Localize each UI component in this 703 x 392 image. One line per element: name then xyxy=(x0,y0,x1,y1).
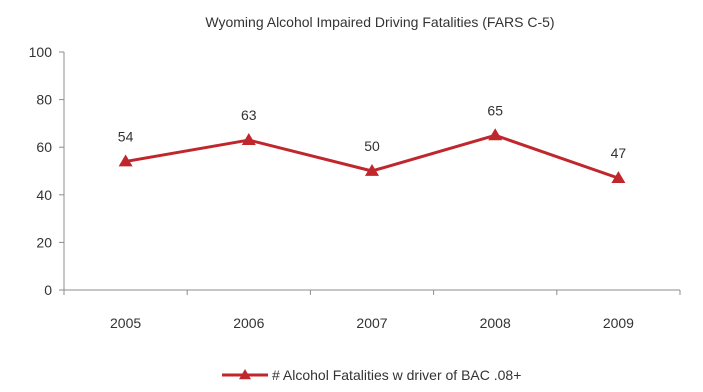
y-tick-label: 20 xyxy=(36,234,52,250)
legend-marker-swatch xyxy=(239,369,251,380)
x-tick-label: 2008 xyxy=(480,315,511,331)
legend: # Alcohol Fatalities w driver of BAC .08… xyxy=(222,367,521,383)
data-label: 63 xyxy=(241,107,257,123)
data-label: 54 xyxy=(118,128,134,144)
y-tick-label: 60 xyxy=(36,139,52,155)
chart-title: Wyoming Alcohol Impaired Driving Fatalit… xyxy=(205,14,554,30)
y-tick-label: 40 xyxy=(36,187,52,203)
series-layer: 54 63 50 65 47 xyxy=(118,102,627,184)
data-point-marker xyxy=(611,171,626,184)
x-tick-label: 2009 xyxy=(603,315,634,331)
legend-label: # Alcohol Fatalities w driver of BAC .08… xyxy=(272,367,521,383)
x-tick-label: 2006 xyxy=(233,315,264,331)
data-label: 65 xyxy=(487,102,503,118)
x-tick-label: 2007 xyxy=(356,315,387,331)
data-point-marker xyxy=(118,154,133,167)
data-point-marker xyxy=(488,128,503,141)
y-tick-label: 0 xyxy=(44,282,52,298)
x-tick-label: 2005 xyxy=(110,315,141,331)
y-tick-label: 100 xyxy=(29,44,53,60)
data-point-marker xyxy=(365,164,379,176)
axes: 0 20 40 60 80 100 2005 2006 2007 2008 2009 xyxy=(29,44,681,331)
data-point-marker xyxy=(241,133,256,145)
data-label: 47 xyxy=(611,145,627,161)
data-label: 50 xyxy=(364,138,380,154)
y-tick-label: 80 xyxy=(36,92,52,108)
